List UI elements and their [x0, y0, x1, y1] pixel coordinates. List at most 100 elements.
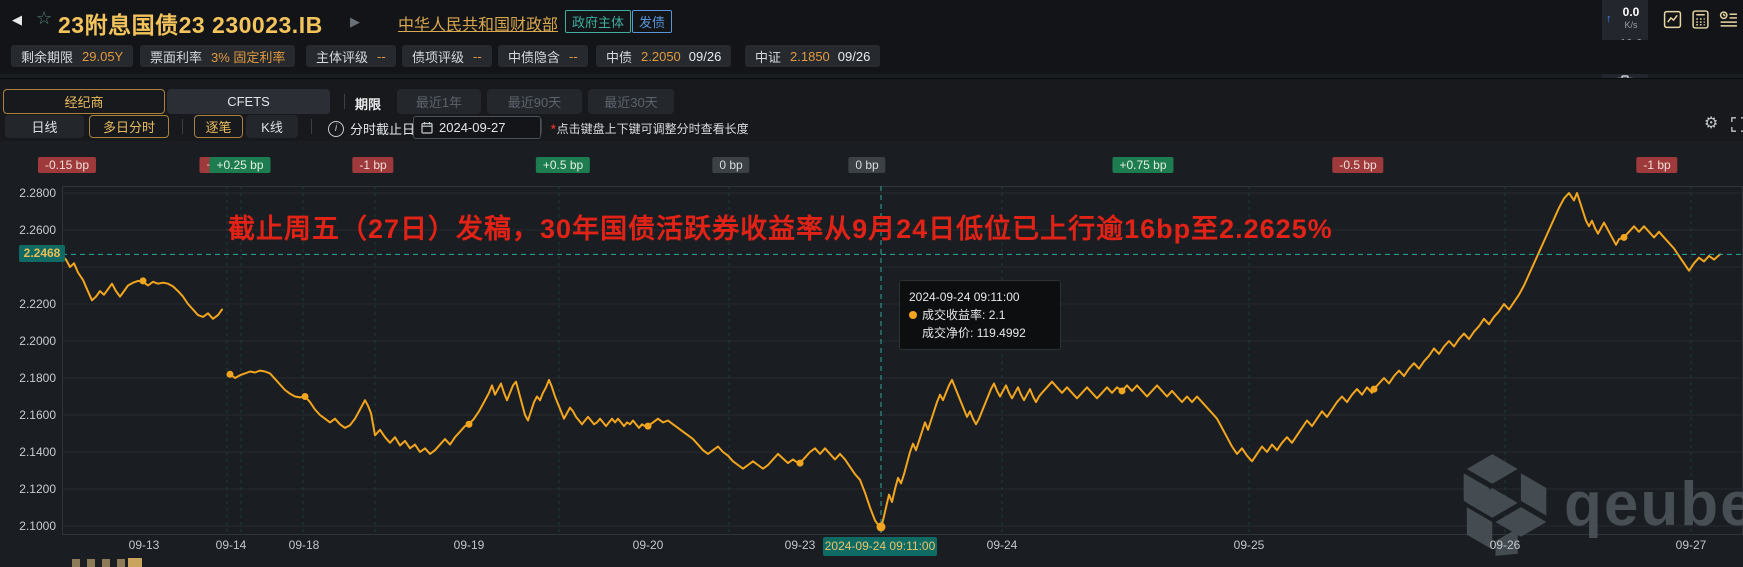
cutoff-label: i 分时截止日:: [328, 119, 419, 138]
divider: [541, 119, 542, 134]
mode-tick-button[interactable]: 逐笔: [194, 115, 243, 138]
divider: [344, 94, 345, 109]
session-open-dot: [1118, 387, 1126, 395]
session-open-dot: [796, 459, 804, 467]
x-axis-label: 09-13: [128, 538, 160, 552]
range-90d-button[interactable]: 最近90天: [487, 89, 582, 114]
watermark: qeubee: [1452, 452, 1743, 558]
yield-line: [62, 254, 223, 320]
info-icon: i: [328, 120, 344, 137]
x-axis-label: 09-23: [784, 538, 816, 552]
bond-stats-row: 剩余期限 29.05Y 票面利率 3% 固定利率 主体评级 -- 债项评级 -- 中债隐含 -- 中…: [0, 40, 1743, 74]
news-list-icon[interactable]: [1719, 10, 1738, 34]
y-axis-label: 2.2200: [19, 297, 56, 311]
y-axis: 2.2800 2.2600 2.2200 2.2000 2.1800 2.1600 2.14…: [0, 186, 58, 535]
stat-pill-2: 票面利率 3% 固定利率: [140, 45, 296, 67]
stat-pill-4: 债项评级 --: [402, 45, 492, 67]
calculator-icon[interactable]: [1691, 10, 1710, 34]
bp-change-label: 0 bp: [712, 157, 750, 173]
tooltip-yield-row: 成交收益率: 2.1: [909, 306, 1051, 324]
divider: [311, 119, 312, 134]
top-bar: ◀ ☆ 23附息国债23 230023.IB ▶ 中华人民共和国财政部 政府主体…: [0, 0, 1743, 92]
fullscreen-icon[interactable]: [1731, 117, 1743, 137]
x-axis: 09-13 09-14 09-18 09-19 09-20 09-23 09-24 09-25…: [62, 538, 1743, 556]
yield-line: [229, 192, 1721, 528]
stat-pill-6: 中债 2.2050 09/26: [596, 45, 732, 67]
session-open-dot: [1370, 385, 1378, 393]
cutoff-date-input[interactable]: 2024-09-27: [413, 116, 541, 139]
bp-change-label: +0.75 bp: [1112, 157, 1174, 173]
keyboard-hint: *点击键盘上下键可调整分时查看长度: [551, 122, 749, 136]
y-axis-label: 2.1400: [19, 445, 56, 459]
annotation-text: 截止周五（27日）发稿，30年国债活跃券收益率从9月24日低位已上行逾16bp至…: [228, 214, 1333, 244]
x-axis-label: 09-14: [215, 538, 247, 552]
issuer-link[interactable]: 中华人民共和国财政部: [398, 17, 559, 34]
back-icon[interactable]: ◀: [12, 12, 22, 27]
chart-controls-panel: 经纪商 CFETS 期限 最近1年 最近90天 最近30天 日线 多日分时 逐笔…: [0, 78, 1743, 141]
issue-badge: 发债: [632, 10, 673, 33]
x-axis-label: 09-20: [632, 538, 664, 552]
chart-window-icon[interactable]: [1663, 10, 1682, 34]
mode-kline-button[interactable]: K线: [246, 115, 298, 138]
stat-pill-1: 剩余期限 29.05Y: [11, 45, 134, 67]
view-multiday-button[interactable]: 多日分时: [89, 115, 169, 138]
calendar-icon: [421, 122, 433, 134]
crosshair-time-badge: 2024-09-24 09:11:00: [823, 537, 937, 556]
bp-change-label: -1 bp: [1636, 157, 1678, 173]
stat-pill-5: 中债隐含 --: [498, 45, 588, 67]
bp-change-label: +0.25 bp: [209, 157, 271, 173]
session-open-dot: [465, 420, 473, 428]
favorite-star-icon[interactable]: ☆: [36, 8, 53, 28]
tab-cfets[interactable]: CFETS: [167, 89, 330, 114]
tooltip-time: 2024-09-24 09:11:00: [909, 290, 1020, 304]
stat-pill-3: 主体评级 --: [306, 45, 396, 67]
term-label: 期限: [355, 97, 382, 112]
bp-change-label: -0.15 bp: [37, 157, 97, 173]
qeubee-logo-icon: [1463, 454, 1547, 556]
session-open-dot: [1620, 233, 1628, 241]
upload-speed: ↑ 0.0 K/s: [1606, 5, 1640, 30]
bp-change-label: -1 bp: [352, 157, 394, 173]
settings-gear-icon[interactable]: ⚙: [1704, 115, 1719, 132]
watermark-text: qeubee: [1564, 470, 1743, 539]
chart-plot[interactable]: [62, 186, 1743, 535]
session-bp-change-row: -0.15 bp+0.25 bp+0.25 bp-1 bp+0.5 bp0 bp…: [0, 157, 1743, 177]
bp-change-label: +0.5 bp: [535, 157, 591, 173]
session-open-dot: [139, 277, 147, 285]
y-axis-label: 2.1800: [19, 371, 56, 385]
series-dot-icon: [909, 311, 917, 319]
session-open-dot: [226, 370, 234, 378]
clipped-bottom-toolbar: [72, 559, 144, 567]
forward-icon[interactable]: ▶: [350, 14, 360, 29]
current-yield-badge: 2.2468: [19, 245, 65, 263]
divider: [182, 119, 183, 134]
x-axis-label: 09-24: [986, 538, 1018, 552]
y-axis-label: 2.2800: [19, 186, 56, 200]
y-axis-label: 2.2600: [19, 223, 56, 237]
clipped-bottom-glyph: [128, 558, 142, 567]
bp-change-label: -0.5 bp: [1332, 157, 1384, 173]
tab-broker[interactable]: 经纪商: [3, 89, 165, 114]
tooltip-price-row: 成交净价: 119.4992: [922, 326, 1026, 340]
range-30d-button[interactable]: 最近30天: [588, 89, 674, 114]
bond-title: 23附息国债23 230023.IB: [58, 12, 323, 38]
low-point-marker: [876, 522, 886, 532]
entity-badge: 政府主体: [565, 10, 632, 33]
x-axis-label: 09-19: [453, 538, 485, 552]
x-axis-label: 09-26: [1489, 538, 1521, 552]
x-axis-label: 09-25: [1233, 538, 1265, 552]
y-axis-label: 2.1600: [19, 408, 56, 422]
session-open-dot: [301, 393, 309, 400]
chart-tooltip: 2024-09-24 09:11:00 成交收益率: 2.1 成交净价: 119…: [899, 280, 1061, 350]
y-axis-label: 2.1200: [19, 482, 56, 496]
x-axis-label: 09-27: [1675, 538, 1707, 552]
view-daily-button[interactable]: 日线: [5, 115, 84, 138]
y-axis-label: 2.2000: [19, 334, 56, 348]
x-axis-label: 09-18: [288, 538, 320, 552]
bp-change-label: 0 bp: [848, 157, 886, 173]
session-open-dot: [644, 422, 652, 430]
y-axis-label: 2.1000: [19, 519, 56, 533]
range-1y-button[interactable]: 最近1年: [397, 89, 481, 114]
up-arrow-icon: ↑: [1606, 12, 1612, 25]
